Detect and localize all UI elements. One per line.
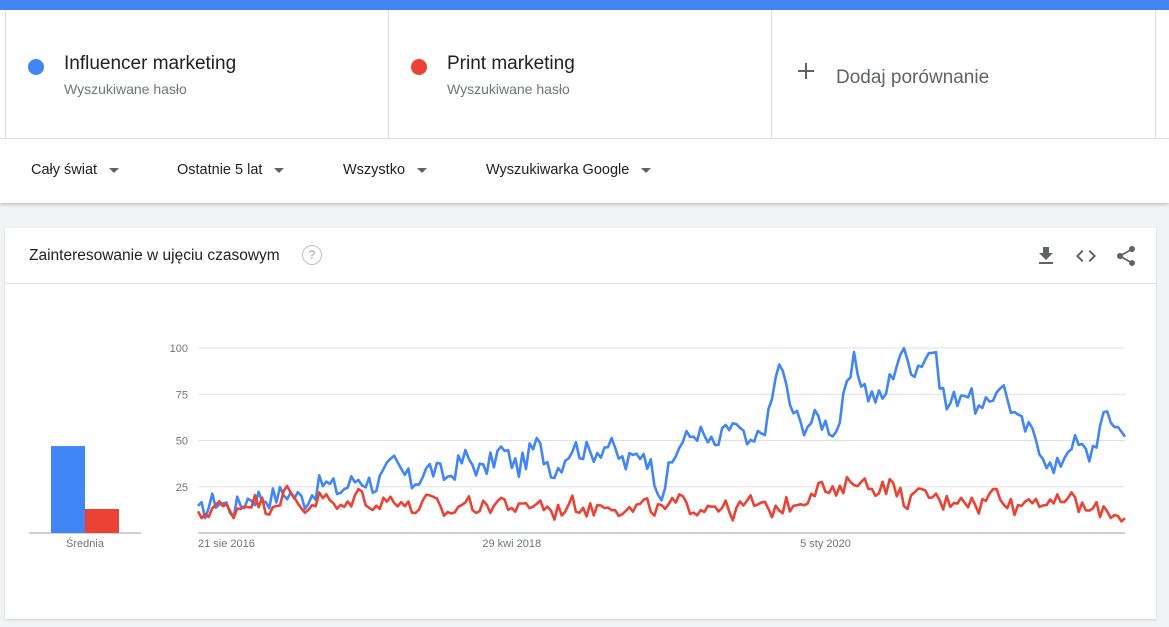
card-divider: [5, 283, 1156, 284]
caret-down-icon: [109, 167, 120, 173]
caret-down-icon: [274, 167, 285, 173]
region-dropdown[interactable]: Cały świat: [31, 162, 120, 178]
y-tick-label: 75: [176, 389, 188, 401]
y-tick-label: 25: [176, 482, 188, 494]
average-bar: [85, 508, 119, 533]
term-card-influencer[interactable]: Influencer marketing Wyszukiwane hasło: [5, 10, 389, 138]
term-color-dot: [28, 59, 44, 75]
search-type-dropdown-label: Wyszukiwarka Google: [486, 162, 630, 178]
average-bar: [51, 446, 85, 533]
term-type: Wyszukiwane hasło: [447, 81, 570, 97]
average-label: Średnia: [66, 537, 105, 550]
search-type-dropdown[interactable]: Wyszukiwarka Google: [486, 162, 652, 178]
add-comparison-button[interactable]: Dodaj porównanie: [771, 10, 1156, 138]
interest-over-time-card: Zainteresowanie w ujęciu czasowym ? 25 50…: [5, 228, 1156, 619]
caret-down-icon: [641, 167, 652, 173]
share-icon[interactable]: [1114, 244, 1138, 268]
help-icon[interactable]: ?: [302, 245, 322, 265]
series-line: [196, 475, 1126, 523]
download-icon[interactable]: [1034, 244, 1058, 268]
y-tick-label: 50: [176, 436, 188, 448]
region-dropdown-label: Cały świat: [31, 162, 98, 178]
card-title: Zainteresowanie w ujęciu czasowym: [29, 247, 280, 264]
trend-chart: 25 50 75 100 21 sie 2016 29 kwi 2018 5 sty 202…: [29, 343, 1127, 550]
caret-down-icon: [417, 167, 428, 173]
time-range-dropdown[interactable]: Ostatnie 5 lat: [177, 162, 285, 178]
compare-terms-bar: Influencer marketing Wyszukiwane hasło P…: [0, 10, 1169, 138]
term-name: Print marketing: [447, 53, 575, 74]
top-accent-bar: [0, 0, 1169, 10]
term-type: Wyszukiwane hasło: [64, 81, 187, 97]
add-comparison-label: Dodaj porównanie: [836, 67, 990, 88]
series-line: [197, 346, 1127, 520]
time-range-dropdown-label: Ostatnie 5 lat: [177, 162, 263, 178]
y-tick-label: 100: [170, 343, 188, 355]
term-name: Influencer marketing: [64, 53, 237, 74]
plus-icon: [798, 63, 814, 79]
x-tick-label: 29 kwi 2018: [482, 538, 541, 550]
term-card-print[interactable]: Print marketing Wyszukiwane hasło: [388, 10, 772, 138]
term-color-dot: [411, 59, 427, 75]
x-tick-label: 5 sty 2020: [800, 538, 851, 550]
embed-icon[interactable]: [1074, 244, 1098, 268]
filters-bar: Cały świat Ostatnie 5 lat Wszystko Wyszu…: [0, 138, 1169, 203]
category-dropdown-label: Wszystko: [343, 162, 406, 178]
x-tick-label: 21 sie 2016: [198, 538, 255, 550]
category-dropdown[interactable]: Wszystko: [343, 162, 428, 178]
